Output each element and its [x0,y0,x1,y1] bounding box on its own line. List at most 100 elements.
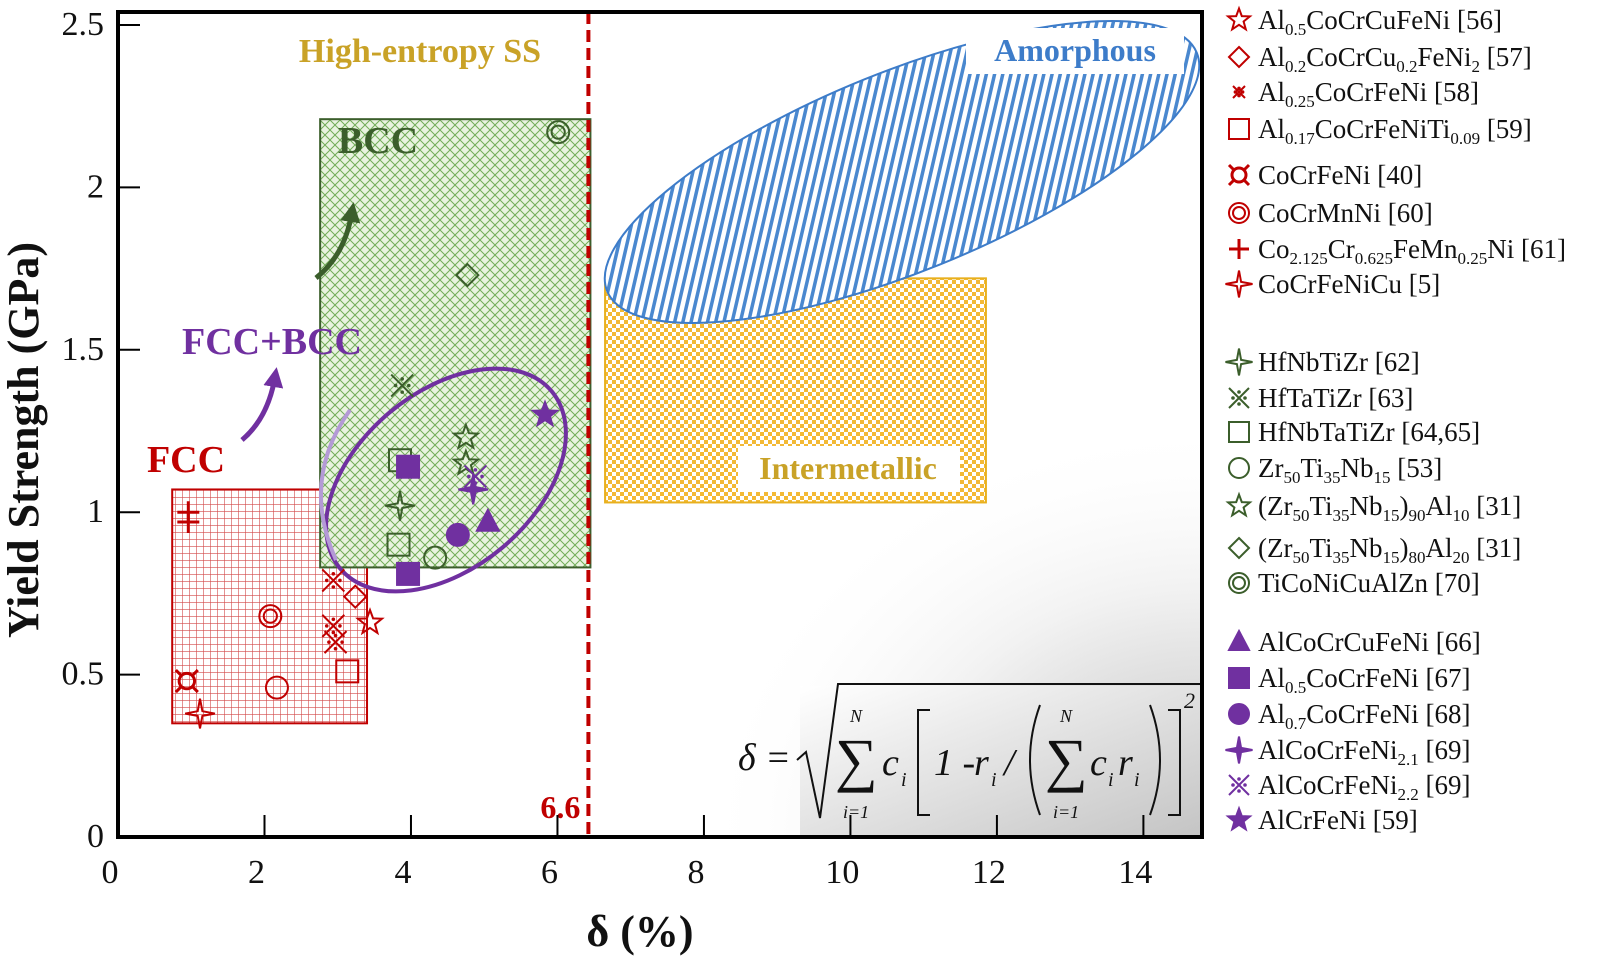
legend-text-part: TiCoNiCuAlZn [70] [1258,568,1480,598]
formula-lhs: δ = [738,737,791,779]
legend-label: Al0.17CoCrFeNiTi0.09 [59] [1258,114,1532,148]
currency-sign-ticks [174,669,199,694]
triangle-icon [1227,628,1251,651]
formula-r-2: r [1118,742,1133,784]
legend-subscript: 0.2 [1285,57,1306,76]
legend-text-part: FeMn [1393,234,1458,264]
legend-subscript: 20 [1453,548,1470,567]
cross-dot [324,578,329,583]
x-tick-label: 14 [1118,854,1152,891]
legend-item: AlCoCrFeNi2.1 [69] [1225,735,1471,769]
formula-lower-2: i=1 [1053,802,1079,822]
legend-item: AlCrFeNi [59] [1225,805,1418,835]
cross-dot [1237,390,1241,394]
data-point-series-13 [451,447,481,477]
legend-text-part: Co [1258,234,1290,264]
formula-c-sub: i [901,769,907,791]
formula-r-2-sub: i [1134,769,1140,791]
label-amorphous-background [966,28,1184,74]
left-bracket-icon [917,709,930,816]
double-circle-inner [550,124,566,140]
label-bcc: BCC [338,120,418,162]
data-point-series-6 [258,604,283,629]
legend-text-part: Al [1258,699,1285,729]
legend-text-part: Zr [1258,453,1283,483]
legend-label: Al0.5CoCrCuFeNi [56] [1258,5,1502,39]
legend-text-part: CoCrMnNi [60] [1258,198,1433,228]
legend-text-part: Ti [1300,453,1323,483]
legend-marker [1227,536,1251,560]
legend-subscript: 0.25 [1285,92,1315,111]
legend-marker [1225,5,1253,32]
legend-text-part: [69] [1419,770,1471,800]
legend-item: Zr50Ti35Nb15 [53] [1228,453,1442,487]
legend-text-part: [57] [1480,42,1532,72]
legend-marker [1225,348,1253,376]
legend-label: AlCoCrFeNi2.2 [69] [1258,770,1471,804]
y-tick-label: 1 [87,493,104,530]
currency-sign-icon [177,671,197,691]
cross-icon [1228,387,1250,409]
circle-icon [1228,703,1250,725]
legend-text-part: (Zr [1258,533,1292,563]
data-point-series-3 [323,630,348,654]
diamond-icon [342,584,368,610]
star-icon [451,447,481,477]
cross-dot [473,481,478,485]
cross-dot [400,390,404,394]
y-tick-label: 1.5 [62,331,105,368]
data-point-series-10 [390,373,414,398]
legend-text-part: ) [1400,491,1409,521]
legend-item: Al0.5CoCrCuFeNi [56] [1225,5,1502,39]
legend-label: HfTaTiZr [63] [1258,383,1413,413]
legend-text-part: AlCoCrCuFeNi [66] [1258,627,1481,657]
cross-dot [1233,90,1238,94]
legend-subscript: 2.125 [1290,249,1328,268]
formula-lower: i=1 [843,802,869,822]
cross-dot [331,630,336,635]
legend-text-part: Al [1258,663,1285,693]
legend-item: TiCoNiCuAlZn [70] [1228,568,1480,598]
legend-label: Al0.2CoCrCu0.2FeNi2 [57] [1258,42,1532,76]
region-labels: High-entropy SS BCC FCC+BCC FCC Amorphous Int… [147,28,1184,492]
delta-formula: δ = ∑Ni=1c i 1 - r i / ∑Ni=1c i r i2 [738,683,1202,838]
data-point-series-22 [264,675,289,700]
legend-text-part: Ti [1309,533,1332,563]
cross-dot [1240,90,1245,94]
currency-sign-icon [1230,166,1248,184]
cross-dot [333,633,338,638]
fcc-bcc-arrow-icon [240,367,284,442]
legend-subscript: 80 [1409,548,1426,567]
data-point-series-18 [445,522,470,547]
legend-item: AlCoCrFeNi2.2 [69] [1228,770,1471,804]
formula-r-sub: i [991,769,997,791]
legend-marker [1227,628,1251,651]
legend-text-part: ) [1400,533,1409,563]
plot-frame [116,10,1204,839]
legend-label: TiCoNiCuAlZn [70] [1258,568,1480,598]
legend-text-part: CoCrFeNi [58] [1315,77,1479,107]
formula-c-2: c [1090,742,1107,784]
formula-sum: ∑ [835,727,878,793]
legend-item: Co2.125Cr0.625FeMn0.25Ni [61] [1229,234,1566,268]
label-intermetallic-background [738,446,960,492]
cross-dot [1237,777,1241,781]
legend-subscript: 35 [1333,548,1350,567]
data-point-series-17 [396,454,421,479]
legend-text-part: [59] [1480,114,1532,144]
cross-dot [333,646,338,651]
double-circle-icon [1228,202,1250,224]
legend-subscript: 15 [1374,468,1391,487]
legend-text-part: Nb [1350,491,1383,521]
legend-item: CoCrFeNiCu [5] [1225,269,1440,299]
legend-label: CoCrFeNi [40] [1258,160,1422,190]
cross-dot [331,617,336,622]
circle-icon [445,522,470,547]
data-point-series-15 [546,120,571,145]
legend-label: (Zr50Ti35Nb15)80Al20 [31] [1258,533,1521,567]
legend-marker [1228,118,1250,140]
legend-label: AlCoCrFeNi2.1 [69] [1258,735,1471,769]
star-icon [1225,5,1253,32]
x-tick-label: 12 [972,854,1006,891]
legend-text-part: AlCoCrFeNi [1258,735,1398,765]
